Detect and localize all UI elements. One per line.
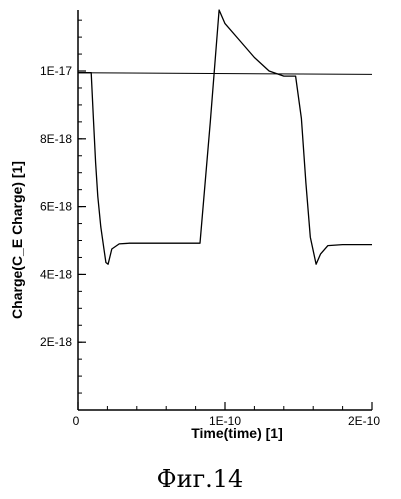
y-tick-label: 4E-18 bbox=[40, 267, 72, 281]
y-tick-label: 6E-18 bbox=[40, 200, 72, 214]
y-tick-label: 1E-17 bbox=[40, 64, 72, 78]
axes bbox=[78, 10, 372, 410]
figure-caption: Фиг.14 bbox=[157, 465, 244, 493]
y-tick-label: 8E-18 bbox=[40, 132, 72, 146]
series-line-1 bbox=[78, 73, 372, 75]
y-axis-title: Charge(C_E Charge) [1] bbox=[9, 161, 25, 319]
x-tick-label: 0 bbox=[73, 414, 80, 428]
x-tick-label: 2E-10 bbox=[348, 414, 380, 428]
x-axis-title: Time(time) [1] bbox=[191, 425, 283, 441]
series-layer bbox=[78, 10, 372, 264]
series-line-2 bbox=[78, 10, 372, 264]
y-tick-label: 2E-18 bbox=[40, 335, 72, 349]
y-ticks: 2E-18 4E-18 6E-18 8E-18 1E-17 bbox=[40, 64, 86, 349]
minor-ticks bbox=[78, 20, 343, 410]
